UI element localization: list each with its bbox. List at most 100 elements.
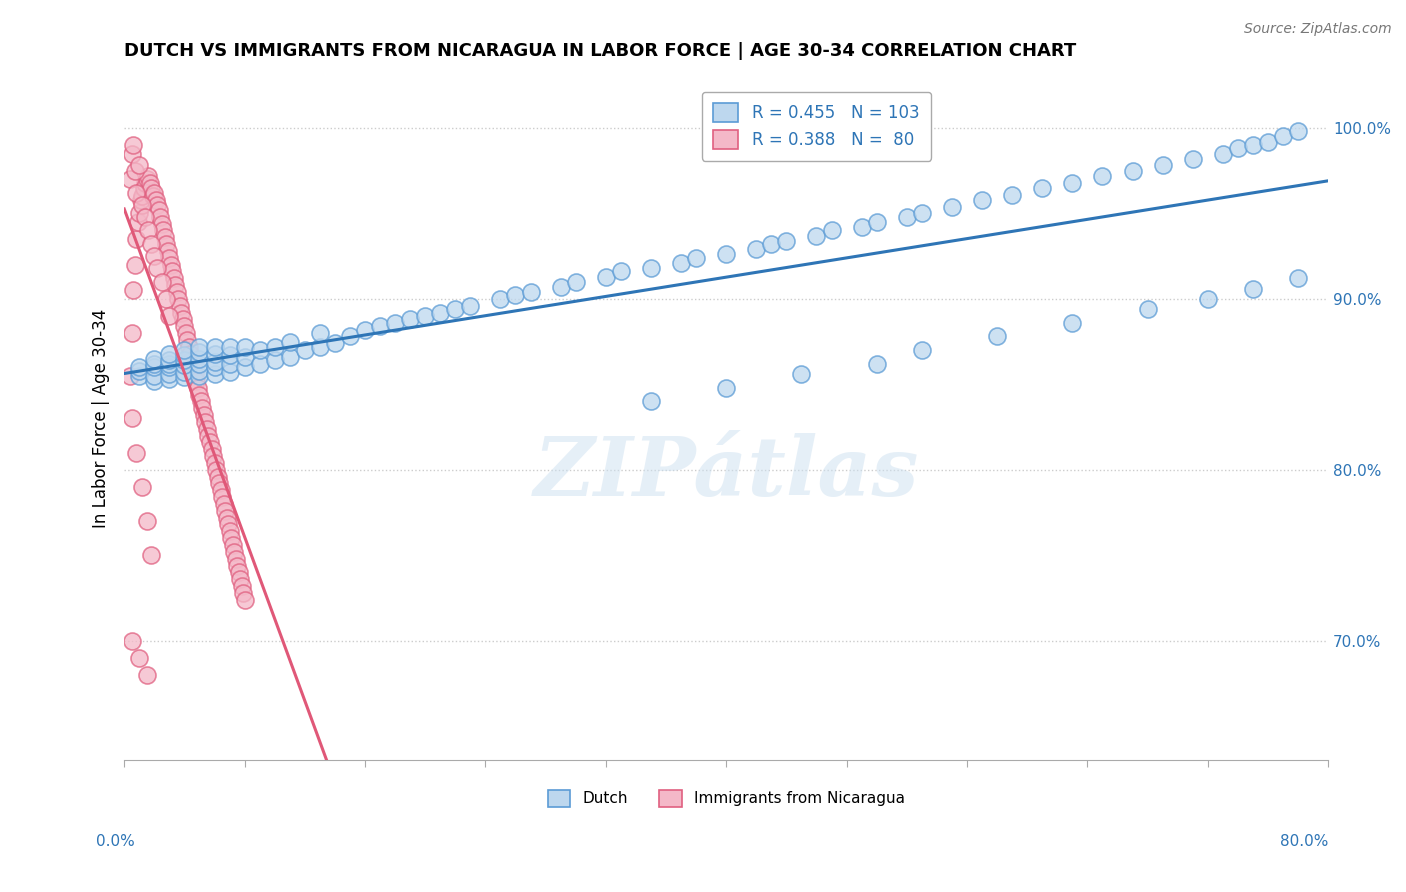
Point bbox=[121, 326, 143, 340]
Point bbox=[146, 261, 169, 276]
Point bbox=[141, 548, 163, 562]
Point bbox=[163, 271, 186, 285]
Point bbox=[444, 302, 467, 317]
Point bbox=[136, 169, 159, 183]
Point bbox=[209, 483, 232, 498]
Point bbox=[198, 435, 221, 450]
Point bbox=[169, 299, 191, 313]
Point bbox=[162, 264, 184, 278]
Point bbox=[1091, 169, 1114, 183]
Point bbox=[131, 480, 153, 494]
Point bbox=[200, 442, 222, 457]
Point bbox=[1241, 138, 1264, 153]
Point bbox=[143, 374, 166, 388]
Point bbox=[128, 360, 150, 375]
Point bbox=[278, 334, 301, 349]
Point bbox=[173, 370, 195, 384]
Point bbox=[173, 319, 195, 334]
Point bbox=[134, 176, 156, 190]
Point bbox=[121, 146, 143, 161]
Point bbox=[121, 633, 143, 648]
Point bbox=[232, 586, 254, 600]
Point bbox=[132, 180, 155, 194]
Point bbox=[143, 357, 166, 371]
Point bbox=[669, 256, 692, 270]
Point bbox=[157, 360, 180, 375]
Point bbox=[519, 285, 541, 299]
Point bbox=[233, 340, 256, 354]
Point bbox=[155, 237, 177, 252]
Point bbox=[1181, 152, 1204, 166]
Point bbox=[167, 292, 190, 306]
Point bbox=[157, 367, 180, 381]
Point bbox=[174, 326, 197, 340]
Point bbox=[125, 445, 148, 459]
Point bbox=[172, 312, 194, 326]
Point bbox=[193, 408, 215, 422]
Point bbox=[225, 551, 247, 566]
Point bbox=[124, 258, 146, 272]
Point bbox=[153, 230, 176, 244]
Point bbox=[384, 316, 406, 330]
Point bbox=[460, 299, 482, 313]
Point bbox=[970, 193, 993, 207]
Point bbox=[157, 251, 180, 265]
Point bbox=[149, 210, 172, 224]
Point bbox=[188, 357, 211, 371]
Point bbox=[181, 353, 204, 368]
Point bbox=[308, 340, 330, 354]
Point bbox=[564, 275, 586, 289]
Point bbox=[127, 215, 149, 229]
Point bbox=[128, 159, 150, 173]
Point bbox=[1286, 271, 1309, 285]
Point bbox=[1226, 141, 1249, 155]
Point bbox=[986, 329, 1008, 343]
Point bbox=[208, 476, 231, 491]
Point bbox=[134, 210, 156, 224]
Point bbox=[429, 305, 451, 319]
Point bbox=[1136, 302, 1159, 317]
Point bbox=[215, 510, 238, 524]
Point bbox=[141, 180, 163, 194]
Point bbox=[790, 367, 813, 381]
Point bbox=[218, 357, 240, 371]
Point bbox=[1121, 163, 1143, 178]
Point bbox=[128, 650, 150, 665]
Point bbox=[173, 365, 195, 379]
Point bbox=[1286, 124, 1309, 138]
Point bbox=[1152, 159, 1174, 173]
Point bbox=[399, 312, 422, 326]
Point bbox=[139, 176, 162, 190]
Point bbox=[806, 228, 828, 243]
Point bbox=[125, 232, 148, 246]
Point bbox=[249, 357, 271, 371]
Point bbox=[941, 200, 963, 214]
Point bbox=[191, 401, 214, 416]
Point bbox=[263, 353, 285, 368]
Text: Source: ZipAtlas.com: Source: ZipAtlas.com bbox=[1244, 22, 1392, 37]
Point bbox=[143, 186, 166, 200]
Point bbox=[218, 365, 240, 379]
Point bbox=[135, 172, 157, 186]
Point bbox=[218, 340, 240, 354]
Point bbox=[143, 249, 166, 263]
Point bbox=[173, 348, 195, 362]
Point bbox=[157, 353, 180, 368]
Point bbox=[204, 340, 226, 354]
Point bbox=[550, 280, 572, 294]
Point bbox=[136, 223, 159, 237]
Point bbox=[188, 344, 211, 359]
Point bbox=[685, 251, 707, 265]
Point bbox=[263, 340, 285, 354]
Point bbox=[217, 517, 239, 532]
Point bbox=[368, 319, 391, 334]
Point bbox=[595, 269, 617, 284]
Point bbox=[177, 340, 200, 354]
Point bbox=[142, 189, 165, 203]
Point bbox=[278, 350, 301, 364]
Y-axis label: In Labor Force | Age 30-34: In Labor Force | Age 30-34 bbox=[93, 309, 110, 528]
Point bbox=[201, 449, 224, 463]
Point bbox=[413, 309, 436, 323]
Point bbox=[211, 490, 233, 504]
Point bbox=[188, 387, 211, 401]
